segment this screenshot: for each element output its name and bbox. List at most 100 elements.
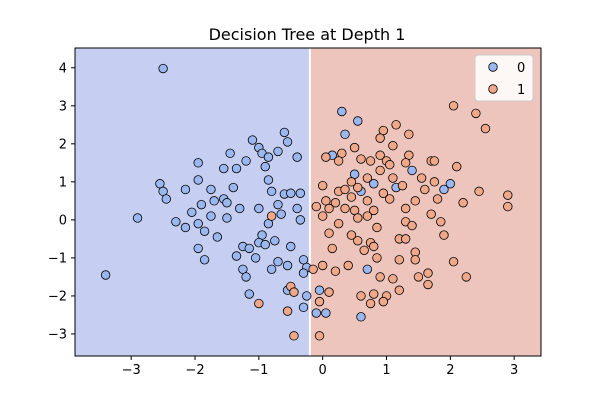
point-class-1: [385, 160, 395, 170]
point-class-0: [219, 163, 229, 174]
point-class-1: [461, 272, 472, 282]
point-class-1: [503, 201, 513, 212]
point-class-0: [369, 179, 379, 189]
point-class-1: [394, 285, 404, 295]
point-class-1: [448, 101, 459, 111]
point-class-1: [369, 205, 379, 216]
x-tick-label: 1: [382, 363, 390, 378]
point-class-1: [308, 264, 318, 275]
point-class-0: [314, 285, 325, 295]
point-class-0: [263, 152, 274, 162]
x-axis: −3 −2 −1 0 1 2 3: [122, 356, 518, 378]
point-class-1: [346, 177, 357, 187]
point-class-1: [372, 222, 382, 233]
point-class-0: [225, 148, 235, 159]
point-class-0: [298, 302, 309, 313]
point-class-1: [346, 230, 357, 240]
point-class-1: [375, 150, 385, 160]
point-class-1: [365, 298, 376, 309]
point-class-1: [324, 203, 334, 214]
point-class-1: [311, 201, 321, 212]
point-class-0: [244, 243, 254, 254]
point-class-0: [321, 308, 331, 318]
y-tick-label: −2: [48, 289, 67, 304]
point-class-0: [199, 255, 210, 265]
y-tick-label: 3: [59, 99, 67, 114]
point-class-0: [158, 63, 168, 74]
point-class-0: [439, 184, 449, 195]
point-class-1: [458, 198, 468, 208]
point-class-1: [317, 180, 328, 191]
point-class-1: [385, 194, 395, 204]
point-class-1: [391, 120, 401, 130]
point-class-1: [353, 236, 363, 246]
point-class-0: [193, 218, 203, 229]
legend-label-0: 0: [517, 61, 525, 76]
point-class-1: [327, 243, 337, 254]
point-class-1: [356, 291, 366, 301]
point-class-0: [254, 203, 264, 214]
point-class-1: [394, 255, 404, 265]
point-class-0: [222, 213, 232, 223]
y-tick-label: 1: [59, 175, 67, 190]
point-class-1: [317, 260, 328, 271]
point-class-1: [388, 173, 398, 183]
point-class-1: [378, 296, 389, 307]
point-class-0: [279, 127, 290, 138]
point-class-0: [340, 129, 350, 140]
point-class-0: [132, 213, 143, 223]
point-class-1: [343, 260, 353, 271]
point-class-0: [260, 161, 270, 172]
point-class-0: [180, 222, 191, 233]
point-class-1: [362, 173, 373, 183]
point-class-1: [448, 256, 459, 267]
point-class-1: [356, 154, 366, 164]
point-class-0: [161, 194, 171, 204]
point-class-1: [353, 213, 363, 223]
point-class-0: [282, 260, 293, 271]
point-class-1: [372, 253, 382, 263]
point-class-1: [330, 266, 341, 276]
point-class-1: [289, 287, 299, 297]
y-tick-label: −3: [48, 327, 67, 342]
point-class-1: [423, 279, 433, 290]
x-tick-label: −3: [122, 363, 141, 378]
plot-frame: [74, 47, 542, 357]
y-tick-label: 2: [59, 137, 67, 152]
point-class-0: [270, 236, 280, 246]
point-class-0: [171, 217, 181, 227]
y-tick-label: 4: [59, 61, 67, 76]
point-class-0: [250, 253, 261, 263]
point-class-1: [369, 289, 379, 299]
point-class-1: [480, 123, 491, 134]
x-tick-label: 0: [319, 363, 327, 378]
point-class-1: [314, 331, 325, 341]
chart-title: Decision Tree at Depth 1: [209, 25, 406, 44]
point-class-1: [439, 230, 449, 240]
point-class-0: [100, 270, 111, 280]
point-class-0: [295, 188, 306, 198]
point-class-0: [206, 211, 216, 221]
point-class-1: [359, 245, 369, 255]
point-class-1: [321, 152, 331, 162]
point-class-0: [276, 209, 286, 219]
point-class-0: [353, 116, 363, 126]
point-class-0: [244, 289, 254, 299]
point-class-1: [407, 220, 417, 231]
decision-regions: [75, 48, 541, 356]
point-class-1: [400, 234, 411, 244]
point-class-0: [282, 137, 293, 147]
point-class-1: [410, 196, 420, 206]
point-class-1: [426, 209, 436, 219]
point-class-1: [314, 296, 325, 307]
legend-marker-0: [488, 62, 498, 72]
point-class-1: [375, 272, 385, 282]
point-class-1: [452, 161, 462, 172]
point-class-1: [365, 156, 376, 166]
point-class-1: [388, 274, 398, 284]
point-class-0: [196, 199, 207, 210]
point-class-1: [416, 173, 427, 183]
point-class-1: [254, 298, 264, 309]
point-class-0: [407, 165, 417, 176]
point-class-0: [206, 184, 216, 195]
